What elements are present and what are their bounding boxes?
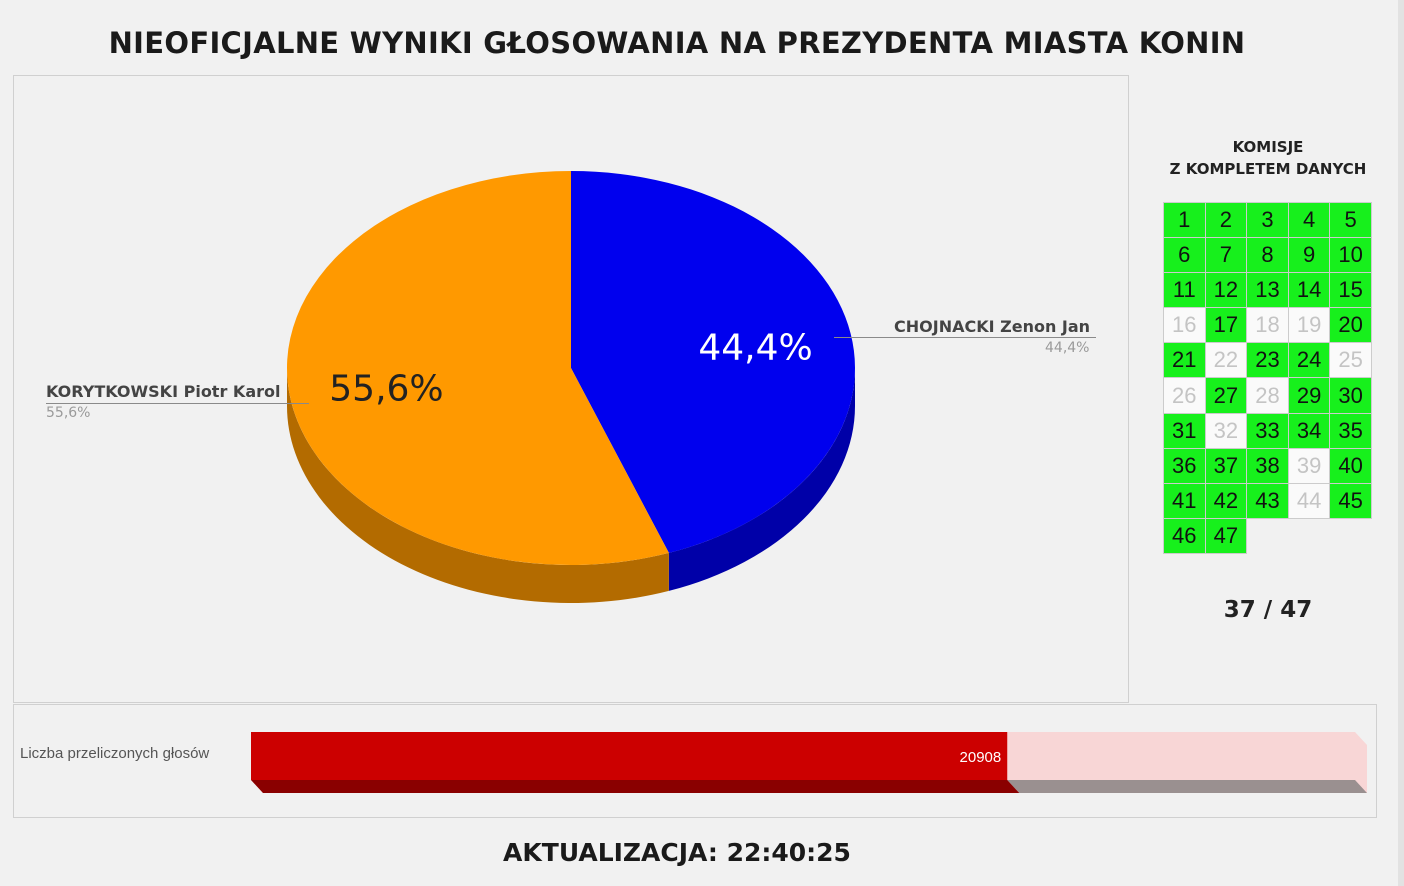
commission-cell: 21 [1164,343,1206,379]
commission-cell: 28 [1247,378,1289,414]
slice-pct-korytkowski: 55,6% [46,405,91,421]
pie-side-0 [668,368,855,591]
commission-cell: 18 [1247,308,1289,344]
commission-cell: 46 [1164,518,1206,554]
page-title: NIEOFICJALNE WYNIKI GŁOSOWANIA NA PREZYD… [108,26,1246,60]
commission-cell: 30 [1330,378,1372,414]
commission-cell: 40 [1330,448,1372,484]
commission-cell: 37 [1205,448,1248,484]
commission-cell: 26 [1164,378,1206,414]
commission-cell: 24 [1288,343,1331,379]
commission-cell: 32 [1205,413,1248,449]
votes-bar: 20908 [251,732,1367,793]
slice-pct-chojnacki: 44,4% [1045,340,1090,356]
commission-cell: 3 [1247,203,1289,239]
commissions-title: KOMISJE Z KOMPLETEM DANYCH [1169,138,1367,178]
commission-cell: 16 [1164,308,1206,344]
commission-cell: 9 [1288,238,1331,274]
commission-cell: 36 [1164,448,1206,484]
commission-cell: 35 [1330,413,1372,449]
commission-cell: 45 [1330,483,1372,519]
commission-cell: 31 [1164,413,1206,449]
commission-cell: 1 [1164,203,1206,239]
commission-cell: 13 [1247,273,1289,309]
commission-cell: 10 [1330,238,1372,274]
commission-cell: 29 [1288,378,1331,414]
votes-bar-fill [251,732,1008,780]
commission-cell: 34 [1288,413,1331,449]
pie-inner-label-1: 55,6% [329,369,443,410]
commission-cell: 39 [1288,448,1331,484]
update-time: AKTUALIZACJA: 22:40:25 [503,838,851,867]
commission-cell: 2 [1205,203,1248,239]
commission-cell: 5 [1330,203,1372,239]
commission-cell: 38 [1247,448,1289,484]
commission-cell: 42 [1205,483,1248,519]
commission-cell: 41 [1164,483,1206,519]
commission-cell: 25 [1330,343,1372,379]
commission-cell: 44 [1288,483,1331,519]
commission-cell: 6 [1164,238,1206,274]
slice-label-chojnacki: CHOJNACKI Zenon Jan [894,317,1091,336]
votes-bar-value: 20908 [960,749,1002,766]
commission-cell: 8 [1247,238,1289,274]
commissions-count: 37 / 47 [1223,597,1313,623]
pie-side-1 [287,368,669,603]
votes-bar-track-shadow [1007,780,1367,793]
commission-cell: 11 [1164,273,1206,309]
commission-cell: 7 [1205,238,1248,274]
commission-cell: 33 [1247,413,1289,449]
commission-cell: 23 [1247,343,1289,379]
votes-bar-fill-shadow [251,780,1020,793]
commission-cell: 15 [1330,273,1372,309]
commission-cell: 20 [1330,308,1372,344]
slice-label-korytkowski: KORYTKOWSKI Piotr Karol [46,382,281,401]
pie-slice-1 [286,171,669,565]
commission-cell: 22 [1205,343,1248,379]
commission-cell: 12 [1205,273,1248,309]
pie-chart: 44,4% 55,6% [286,171,855,603]
pie-slice-0 [571,171,855,553]
commission-cell: 14 [1288,273,1331,309]
pie-inner-label-0: 44,4% [698,327,812,368]
commissions-grid: 1 2 3 4 5 6 7 8 9 10 11 12 13 14 15 16 17 18 19 20 21 22 23 24 2… [1163,202,1372,554]
window-edge [1398,0,1404,886]
leader-line-chojnacki [834,337,1096,338]
commission-cell: 19 [1288,308,1331,344]
commission-cell: 43 [1247,483,1289,519]
votes-bar-label: Liczba przeliczonych głosów [20,745,210,762]
commission-cell: 27 [1205,378,1248,414]
leader-line-korytkowski [46,403,309,404]
commission-cell: 17 [1205,308,1248,344]
pie-chart-panel: 44,4% 55,6% CHOJNACKI Zenon Jan 44,4% KOR… [13,75,1129,703]
commission-cell: 47 [1205,518,1248,554]
votes-bar-panel: Liczba przeliczonych głosów 20908 [13,704,1377,818]
commission-cell: 4 [1288,203,1331,239]
